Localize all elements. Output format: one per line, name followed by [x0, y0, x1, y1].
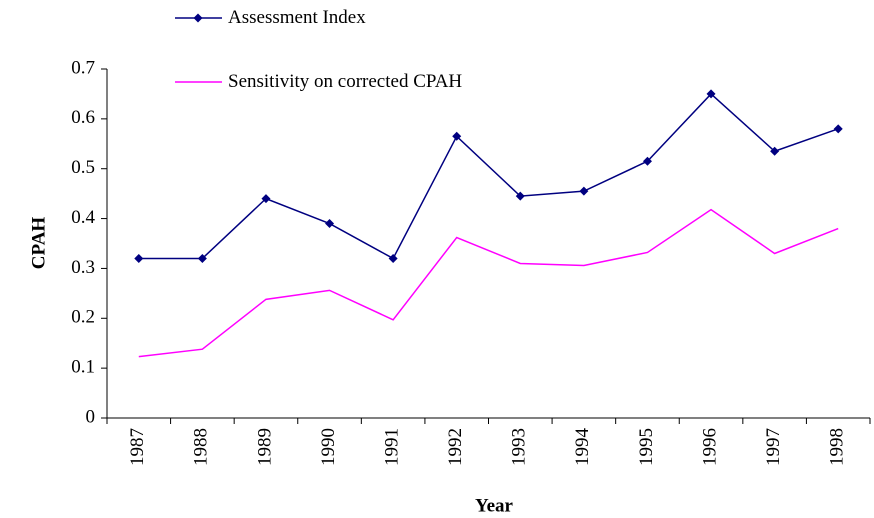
x-tick-label: 1993 [509, 428, 530, 466]
point-marker [770, 146, 780, 156]
x-tick-label: 1988 [191, 428, 212, 466]
y-tick-label: 0.3 [71, 257, 95, 278]
y-tick-label: 0 [86, 406, 96, 427]
y-tick-label: 0.6 [71, 107, 95, 128]
point-marker [579, 186, 589, 196]
y-tick-label: 0.2 [71, 307, 95, 328]
x-tick-label: 1992 [445, 428, 466, 466]
point-marker [197, 253, 207, 263]
legend-label: Assessment Index [228, 7, 366, 28]
legend-marker [193, 13, 203, 23]
y-tick-label: 0.5 [71, 157, 95, 178]
legend-label: Sensitivity on corrected CPAH [228, 71, 463, 92]
x-tick-label: 1998 [827, 428, 848, 466]
point-marker [642, 156, 652, 166]
point-marker [388, 253, 398, 263]
point-marker [325, 219, 335, 229]
y-tick-label: 0.4 [71, 207, 95, 228]
series-line [138, 92, 839, 260]
point-marker [261, 194, 271, 204]
x-tick-label: 1995 [636, 428, 657, 466]
x-tick-label: 1991 [381, 428, 402, 466]
series-line [138, 208, 839, 358]
y-tick-label: 0.1 [71, 357, 95, 378]
x-tick-label: 1994 [572, 428, 593, 467]
x-tick-label: 1990 [318, 428, 339, 466]
y-axis-title: CPAH [28, 217, 49, 270]
point-marker [833, 124, 843, 134]
x-tick-label: 1989 [254, 428, 275, 466]
y-tick-label: 0.7 [71, 57, 95, 78]
point-marker [515, 191, 525, 201]
x-axis-title: Year [475, 495, 514, 516]
x-tick-label: 1987 [127, 428, 148, 466]
x-tick-label: 1996 [699, 428, 720, 466]
x-tick-label: 1997 [763, 428, 784, 466]
point-marker [452, 131, 462, 141]
point-marker [706, 89, 716, 99]
point-marker [134, 253, 144, 263]
